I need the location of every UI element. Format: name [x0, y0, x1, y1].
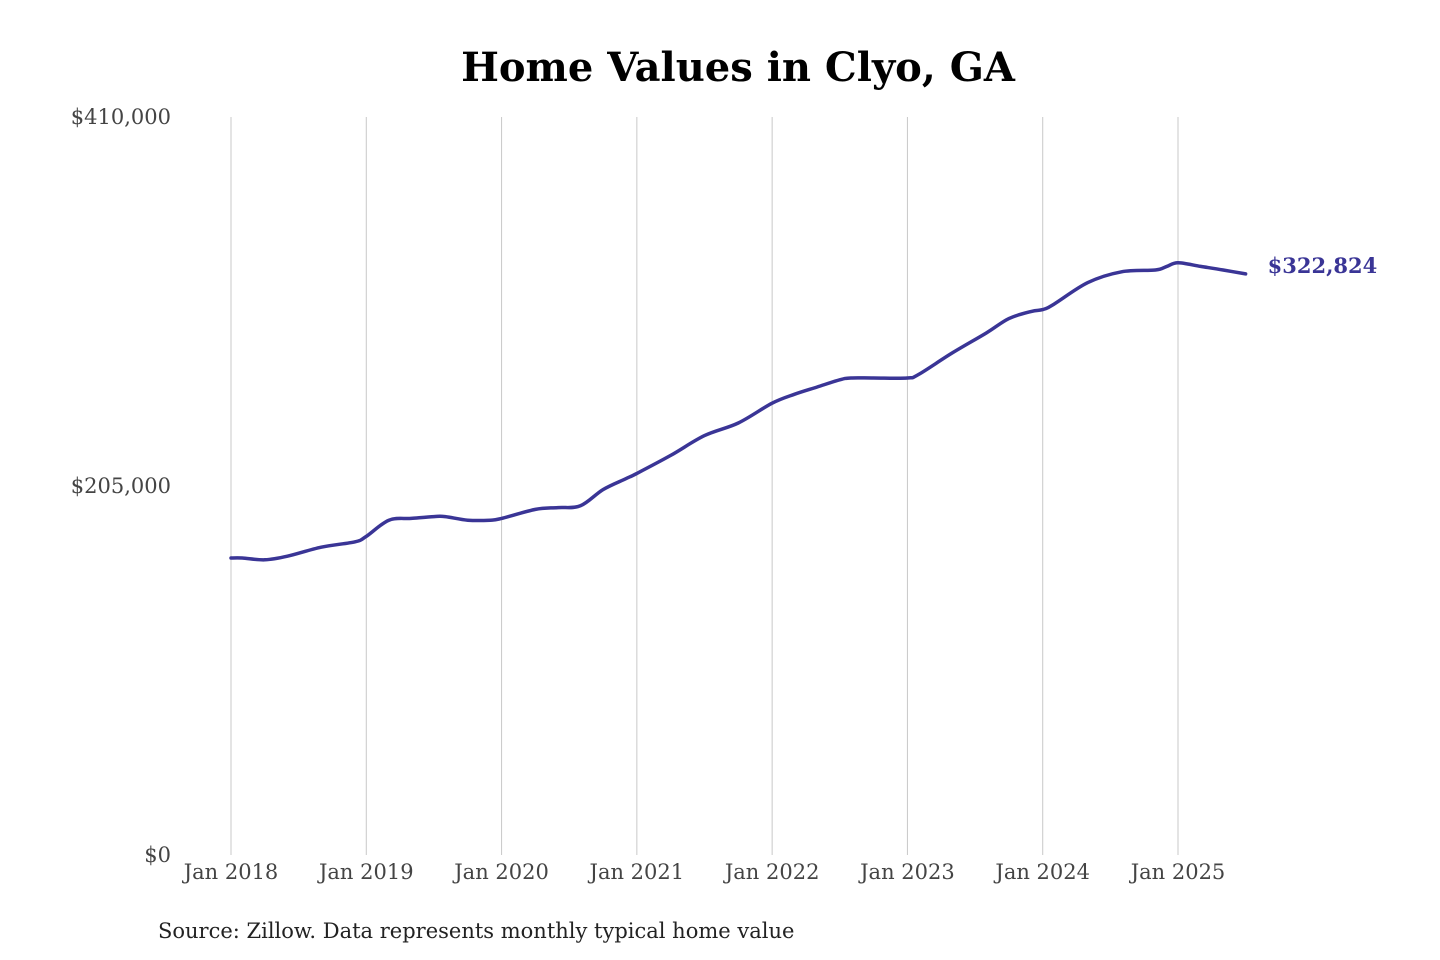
source-note: Source: Zillow. Data represents monthly … — [158, 919, 794, 943]
chart-title: Home Values in Clyo, GA — [461, 44, 1016, 91]
series-layer: $322,824 — [229, 253, 1378, 562]
x-axis-tick-labels: Jan 2018 Jan 2019 Jan 2020 Jan 2021 Jan 2022… — [182, 860, 1226, 884]
series-end-value-label: $322,824 — [1268, 253, 1378, 278]
x-tick-label: Jan 2021 — [588, 860, 685, 884]
y-tick-label: $0 — [144, 843, 171, 867]
x-tick-label: Jan 2024 — [993, 860, 1090, 884]
x-gridlines — [230, 117, 1179, 855]
x-tick-label: Jan 2020 — [452, 860, 549, 884]
x-tick-label: Jan 2025 — [1129, 860, 1226, 884]
series-line — [229, 261, 1248, 562]
x-tick-label: Jan 2018 — [182, 860, 279, 884]
y-axis-tick-labels: $0 $205,000 $410,000 — [71, 105, 171, 867]
x-tick-label: Jan 2019 — [317, 860, 414, 884]
x-tick-label: Jan 2023 — [858, 860, 955, 884]
x-tick-label: Jan 2022 — [723, 860, 820, 884]
y-tick-label: $205,000 — [71, 474, 171, 498]
y-tick-label: $410,000 — [71, 105, 171, 129]
